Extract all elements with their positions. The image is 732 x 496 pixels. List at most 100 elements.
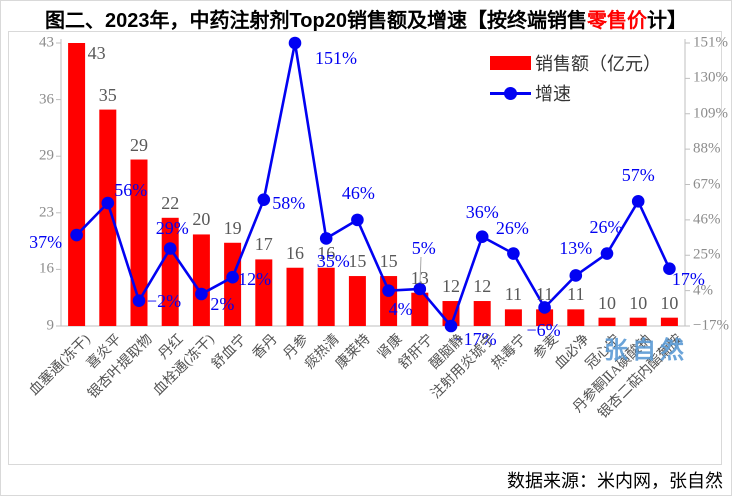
- sales-bar: [536, 309, 554, 326]
- growth-point: [319, 232, 333, 245]
- chart-title-prefix: 图二、2023年，中药注射剂Top20销售额及增速【按终端销售: [45, 10, 587, 32]
- watermark: 张自然: [604, 338, 688, 364]
- bar-value-label: 16: [317, 242, 336, 263]
- growth-point: [226, 270, 239, 284]
- growth-point: [101, 196, 115, 210]
- right-axis-tick-label: 67%: [693, 176, 721, 192]
- growth-point: [600, 247, 614, 260]
- growth-value-label: 46%: [341, 182, 375, 203]
- bar-value-label: 10: [598, 292, 616, 313]
- right-axis-tick-label: 88%: [693, 140, 721, 157]
- growth-value-label: 29%: [155, 217, 189, 238]
- growth-point: [413, 282, 427, 296]
- sales-bar: [317, 267, 335, 326]
- bar-value-label: 13: [410, 267, 429, 288]
- legend-growth-dot-icon: [504, 87, 517, 100]
- right-axis-tick-label: 130%: [693, 69, 728, 86]
- bar-value-label: 17: [254, 234, 273, 255]
- right-axis-tick-label: 46%: [693, 211, 721, 228]
- growth-value-label: 12%: [238, 269, 272, 290]
- growth-value-label: 56%: [114, 180, 148, 201]
- growth-point: [195, 287, 208, 301]
- legend-sales-label: 销售额（亿元）: [535, 54, 661, 74]
- right-axis-tick-label: 109%: [693, 105, 728, 122]
- growth-point: [507, 247, 520, 260]
- sales-bar: [473, 301, 491, 326]
- left-axis-tick-label: 29: [39, 147, 54, 164]
- bar-value-label: 35: [98, 84, 117, 105]
- chart-title: 图二、2023年，中药注射剂Top20销售额及增速【按终端销售零售价计】: [1, 4, 731, 33]
- growth-value-label: 57%: [621, 165, 655, 186]
- sales-bar: [255, 259, 273, 326]
- legend-sales-swatch-icon: [490, 56, 531, 70]
- growth-point: [663, 262, 676, 276]
- legend-growth-label: 增速: [535, 84, 571, 104]
- sales-bar: [68, 43, 86, 326]
- sales-bar: [348, 276, 366, 326]
- plot-frame: [8, 31, 722, 465]
- left-axis-tick-label: 23: [39, 204, 54, 221]
- right-axis-tick-label: 25%: [693, 246, 721, 263]
- growth-value-label: 58%: [272, 192, 306, 213]
- label-leader-line: [419, 256, 422, 284]
- growth-value-label: 26%: [589, 216, 623, 237]
- growth-value-label: 17%: [671, 268, 705, 289]
- left-axis-tick-label: 9: [46, 317, 55, 334]
- growth-point: [382, 284, 395, 297]
- sales-bar: [660, 317, 678, 326]
- bar-value-label: 16: [286, 242, 304, 263]
- chart-title-highlight: 零售价: [586, 10, 647, 32]
- bar-value-label: 12: [473, 276, 492, 297]
- growth-point: [351, 213, 364, 227]
- sales-bar: [629, 317, 647, 326]
- bar-value-label: 10: [629, 292, 648, 313]
- sales-bar: [598, 317, 616, 326]
- data-source-note: 数据来源：米内网，张自然: [507, 471, 723, 491]
- sales-bar: [504, 309, 522, 326]
- growth-value-label: 5%: [411, 237, 436, 258]
- growth-value-label: −6%: [526, 320, 561, 341]
- growth-point: [538, 301, 551, 314]
- growth-point: [163, 242, 177, 255]
- bar-value-label: 11: [504, 284, 523, 305]
- bar-value-label: 29: [130, 134, 148, 155]
- growth-value-label: 35%: [316, 251, 350, 272]
- sales-bar: [567, 309, 585, 326]
- sales-bar: [192, 234, 210, 326]
- growth-point: [288, 36, 302, 50]
- growth-value-label: −2%: [146, 290, 182, 311]
- growth-value-label: −17%: [453, 329, 497, 349]
- left-axis-tick-label: 43: [39, 34, 54, 51]
- left-axis-tick-label: 16: [39, 260, 54, 277]
- bar-value-label: 12: [442, 276, 460, 297]
- growth-value-label: 4%: [388, 298, 413, 319]
- right-axis-tick-label: 151%: [693, 34, 728, 51]
- growth-value-label: 26%: [495, 217, 529, 238]
- sales-bar: [286, 267, 304, 326]
- bar-value-label: 22: [161, 192, 180, 213]
- growth-point: [132, 294, 146, 308]
- growth-point: [257, 193, 271, 206]
- growth-value-label: 2%: [210, 293, 235, 314]
- sales-bar: [99, 109, 117, 327]
- chart-title-suffix: 计】: [646, 10, 687, 32]
- growth-value-label: 13%: [559, 238, 593, 259]
- growth-point: [569, 269, 583, 282]
- right-axis-tick-label: −17%: [693, 317, 729, 334]
- growth-point: [444, 319, 458, 333]
- growth-value-label: 151%: [315, 48, 357, 68]
- growth-value-label: 37%: [29, 232, 63, 253]
- left-axis-tick-label: 36: [39, 91, 54, 108]
- bar-value-label: 10: [660, 292, 679, 313]
- growth-value-label: 36%: [465, 201, 499, 222]
- bar-value-label: 11: [567, 284, 585, 305]
- right-axis-tick-label: 4%: [693, 282, 713, 299]
- bar-value-label: 19: [223, 217, 242, 238]
- sales-bar: [411, 292, 429, 326]
- bar-value-label: 43: [87, 43, 106, 63]
- bar-value-label: 20: [192, 209, 211, 230]
- bar-value-label: 15: [348, 251, 367, 272]
